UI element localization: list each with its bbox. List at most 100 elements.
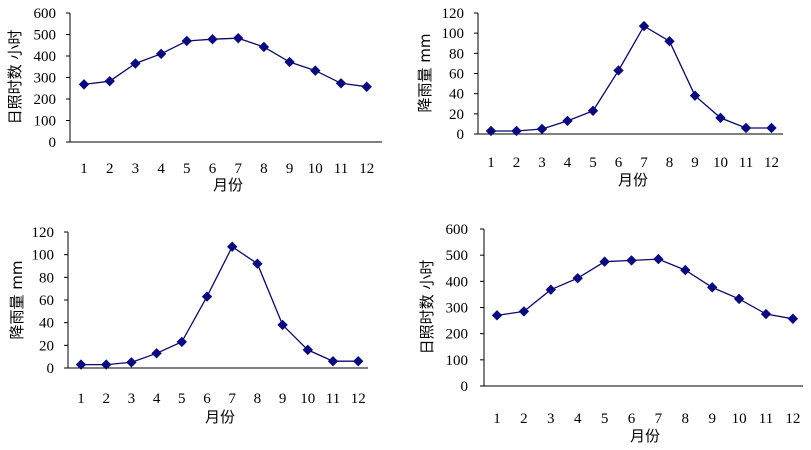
x-tick-label: 5 [183, 161, 191, 177]
data-point-7 [638, 20, 650, 32]
y-tick-label: 100 [34, 114, 57, 130]
data-point-12 [787, 313, 799, 324]
x-tick-label: 6 [209, 161, 217, 177]
y-tick-label: 500 [446, 248, 469, 264]
x-tick-label: 8 [666, 155, 674, 171]
x-tick-label: 10 [300, 391, 315, 407]
x-tick-label: 1 [80, 161, 88, 177]
y-tick-label: 100 [32, 248, 55, 264]
y-tick-label: 0 [461, 379, 469, 395]
x-tick-label: 1 [77, 391, 85, 407]
data-point-5 [181, 35, 192, 47]
data-point-7 [227, 241, 238, 252]
y-tick-label: 80 [39, 270, 54, 286]
data-point-7 [233, 32, 244, 44]
x-tick-label: 1 [487, 155, 495, 171]
x-axis-label: 月份 [630, 427, 660, 445]
x-tick-label: 10 [713, 155, 728, 171]
data-point-7 [653, 253, 664, 265]
x-tick-label: 3 [538, 155, 546, 171]
y-tick-label: 60 [39, 293, 54, 309]
data-point-11 [740, 122, 752, 134]
y-tick-label: 100 [442, 26, 465, 42]
x-tick-label: 9 [286, 161, 294, 177]
x-tick-label: 6 [628, 411, 636, 427]
x-axis-label: 月份 [205, 408, 235, 426]
x-tick-label: 2 [102, 391, 110, 407]
x-tick-label: 4 [564, 155, 572, 171]
data-point-8 [680, 264, 691, 276]
y-tick-label: 400 [446, 274, 469, 290]
y-axis-label: 日照时数 小时 [418, 260, 436, 355]
x-tick-label: 3 [128, 391, 136, 407]
y-tick-label: 200 [446, 327, 469, 343]
y-tick-label: 0 [49, 135, 57, 151]
x-tick-label: 2 [106, 161, 114, 177]
series-line [83, 37, 367, 88]
data-point-2 [104, 75, 115, 87]
x-tick-label: 3 [132, 161, 140, 177]
x-axis-label: 月份 [213, 176, 243, 194]
y-axis-label: 降雨量 mm [416, 34, 434, 113]
x-tick-label: 12 [764, 155, 779, 171]
y-tick-label: 300 [34, 71, 57, 87]
x-tick-label: 4 [153, 391, 161, 407]
x-tick-label: 8 [682, 411, 690, 427]
data-point-3 [126, 357, 137, 368]
y-tick-label: 80 [449, 46, 464, 62]
data-point-12 [353, 356, 364, 367]
data-point-2 [101, 359, 112, 370]
data-point-1 [491, 310, 503, 321]
x-tick-label: 7 [655, 411, 663, 427]
data-point-5 [587, 105, 599, 117]
y-tick-label: 200 [34, 92, 57, 108]
x-tick-label: 5 [589, 155, 597, 171]
data-point-9 [284, 56, 295, 68]
data-point-8 [664, 36, 675, 47]
data-point-12 [361, 81, 372, 92]
x-axis-label: 月份 [618, 171, 648, 189]
data-point-10 [310, 65, 321, 76]
y-tick-label: 0 [47, 361, 55, 377]
data-point-10 [733, 293, 745, 305]
x-tick-label: 5 [178, 391, 186, 407]
y-tick-label: 100 [446, 353, 469, 369]
x-tick-label: 1 [493, 411, 501, 427]
x-tick-label: 6 [615, 155, 623, 171]
x-tick-label: 5 [601, 411, 609, 427]
x-tick-label: 12 [359, 161, 374, 177]
y-tick-label: 40 [449, 87, 464, 103]
x-tick-label: 10 [308, 161, 323, 177]
y-tick-label: 300 [446, 301, 469, 317]
data-point-6 [201, 291, 213, 302]
y-tick-label: 600 [446, 222, 469, 238]
y-tick-label: 0 [457, 127, 465, 143]
data-point-9 [277, 319, 288, 331]
data-point-3 [545, 284, 556, 295]
x-tick-label: 8 [254, 391, 262, 407]
y-tick-label: 120 [442, 6, 465, 22]
data-point-10 [715, 112, 726, 124]
x-tick-label: 12 [351, 391, 366, 407]
y-tick-label: 500 [34, 28, 57, 44]
data-point-3 [536, 123, 548, 135]
data-point-6 [626, 255, 637, 266]
y-tick-label: 120 [32, 225, 55, 241]
x-tick-label: 12 [785, 411, 800, 427]
data-point-8 [258, 41, 270, 53]
x-tick-label: 9 [279, 391, 287, 407]
data-point-1 [485, 125, 497, 137]
y-tick-label: 400 [34, 49, 57, 65]
x-tick-label: 11 [739, 155, 753, 171]
x-tick-label: 4 [157, 161, 165, 177]
x-tick-label: 9 [691, 155, 699, 171]
data-point-5 [176, 336, 187, 348]
x-tick-label: 10 [732, 411, 747, 427]
y-tick-label: 40 [39, 316, 54, 332]
x-tick-label: 2 [513, 155, 521, 171]
data-point-8 [252, 258, 263, 269]
data-point-5 [599, 256, 610, 267]
